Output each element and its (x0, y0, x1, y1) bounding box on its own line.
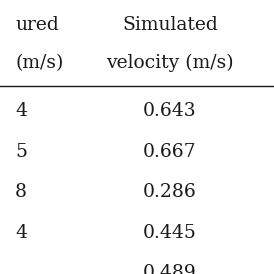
Text: 0.489: 0.489 (143, 264, 197, 274)
Text: 4: 4 (15, 102, 27, 120)
Text: 0.286: 0.286 (143, 183, 197, 201)
Text: (m/s): (m/s) (15, 54, 64, 72)
Text: 4: 4 (15, 224, 27, 242)
Text: Simulated: Simulated (122, 16, 218, 34)
Text: velocity (m/s): velocity (m/s) (106, 54, 234, 72)
Text: 5: 5 (15, 142, 27, 161)
Text: 0.643: 0.643 (143, 102, 197, 120)
Text: 0.445: 0.445 (143, 224, 197, 242)
Text: 8: 8 (15, 183, 27, 201)
Text: 0.667: 0.667 (143, 142, 197, 161)
Text: ured: ured (15, 16, 59, 34)
